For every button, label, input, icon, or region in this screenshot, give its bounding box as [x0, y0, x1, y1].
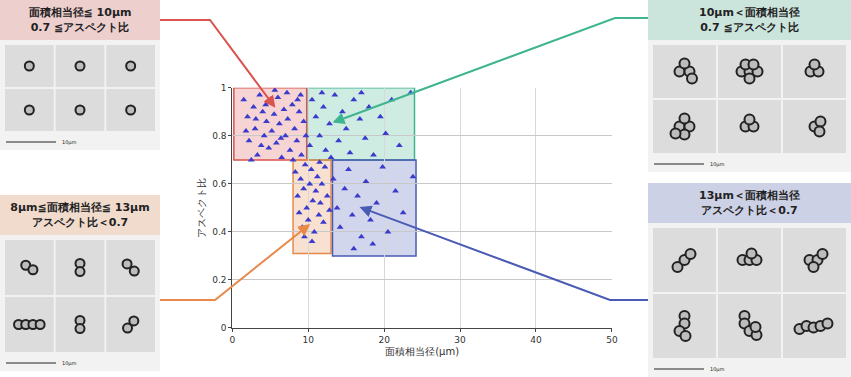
svg-text:10μm: 10μm: [62, 360, 77, 367]
svg-text:10: 10: [303, 335, 315, 345]
svg-text:1: 1: [221, 83, 227, 93]
svg-text:0.7 ≦アスペクト比: 0.7 ≦アスペクト比: [31, 21, 130, 34]
svg-text:10μm: 10μm: [710, 366, 725, 373]
svg-text:面積相当径≦ 10μm: 面積相当径≦ 10μm: [28, 6, 132, 19]
svg-text:アスペクト比＜0.7: アスペクト比＜0.7: [701, 204, 798, 217]
svg-text:50: 50: [606, 335, 618, 345]
svg-text:13μm＜面積相当径: 13μm＜面積相当径: [699, 189, 800, 202]
svg-text:0.8: 0.8: [212, 131, 227, 141]
svg-text:アスペクト比: アスペクト比: [196, 178, 207, 238]
svg-text:0: 0: [229, 335, 235, 345]
svg-text:0.4: 0.4: [212, 227, 227, 237]
svg-text:0.2: 0.2: [212, 275, 226, 285]
svg-text:アスペクト比＜0.7: アスペクト比＜0.7: [32, 216, 129, 229]
svg-text:8μm≦面積相当径≦ 13μm: 8μm≦面積相当径≦ 13μm: [10, 201, 149, 214]
svg-text:10μm＜面積相当径: 10μm＜面積相当径: [699, 6, 800, 19]
svg-text:30: 30: [454, 335, 466, 345]
svg-text:20: 20: [378, 335, 390, 345]
svg-text:10μm: 10μm: [710, 161, 725, 168]
svg-text:0.6: 0.6: [212, 179, 227, 189]
svg-text:40: 40: [530, 335, 542, 345]
svg-text:0: 0: [221, 323, 227, 333]
svg-text:10μm: 10μm: [62, 139, 77, 146]
svg-text:面積相当径(μm): 面積相当径(μm): [385, 346, 459, 357]
svg-text:0.7 ≦アスペクト比: 0.7 ≦アスペクト比: [700, 21, 799, 34]
